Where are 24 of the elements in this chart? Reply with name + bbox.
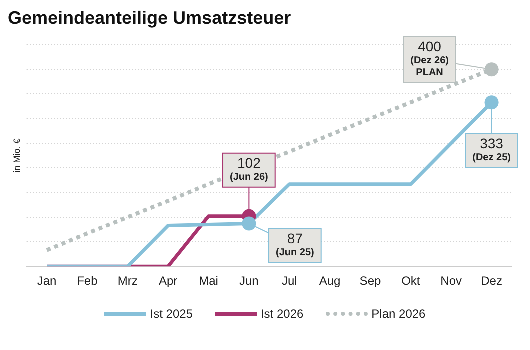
x-tick-label: Sep	[360, 274, 382, 288]
annotation: 87 (Jun 25)	[276, 230, 314, 259]
annotation: 400 (Dez 26) PLAN	[410, 38, 449, 78]
annotation: 102 (Jun 26)	[230, 155, 268, 184]
legend-label: Ist 2026	[260, 307, 304, 321]
x-tick-label: Mrz	[118, 274, 138, 288]
point	[484, 96, 499, 110]
x-tick-label: Feb	[77, 274, 98, 288]
x-tick-label: Dez	[481, 274, 502, 288]
annotation: 333 (Dez 25)	[472, 135, 511, 164]
x-tick-label: Jan	[37, 274, 57, 288]
x-tick-label: Jun	[240, 274, 259, 288]
x-tick-label: Jul	[282, 274, 298, 288]
x-tick-label: Okt	[402, 274, 421, 288]
x-tick-label: Aug	[319, 274, 341, 288]
chart-title: Gemeindeanteilige Umsatzsteuer	[8, 8, 292, 29]
point	[242, 216, 256, 231]
x-tick-label: Mai	[199, 274, 218, 288]
x-tick-label: Apr	[158, 274, 178, 288]
point	[484, 62, 499, 77]
x-tick-label: Nov	[440, 274, 462, 288]
legend-label: Ist 2025	[150, 307, 193, 321]
legend-label: Plan 2026	[372, 307, 426, 321]
y-axis-title: in Mio. €	[12, 138, 22, 173]
